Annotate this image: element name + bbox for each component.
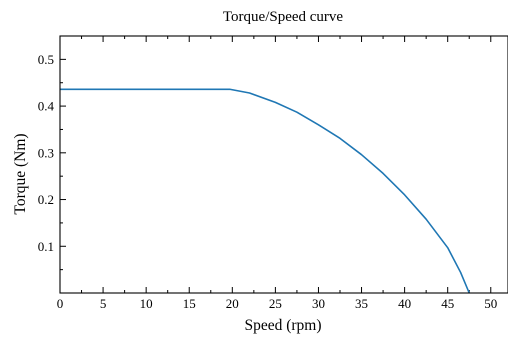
x-tick-label: 15 <box>183 296 196 311</box>
x-tick-label: 20 <box>226 296 239 311</box>
plot-area <box>60 88 470 294</box>
x-tick-label: 45 <box>441 296 454 311</box>
plot-frame <box>59 35 508 294</box>
x-tick-label: 50 <box>484 296 497 311</box>
y-tick-label: 0.4 <box>38 99 55 114</box>
y-tick-label: 0.2 <box>38 192 54 207</box>
x-tick-label: 25 <box>269 296 282 311</box>
axis-ticks: 0 5 10 15 20 25 30 35 40 45 50 0.1 0.2 0.3 0.4 0.5 <box>38 35 497 311</box>
y-tick-label: 0.1 <box>38 239 54 254</box>
x-axis-label: Speed (rpm) <box>244 317 321 334</box>
y-axis-label: Torque (Nm) <box>12 133 29 214</box>
x-tick-label: 10 <box>140 296 153 311</box>
x-tick-label: 35 <box>355 296 368 311</box>
torque-speed-line <box>60 88 470 294</box>
y-tick-label: 0.5 <box>38 52 54 67</box>
x-tick-label: 0 <box>57 296 64 311</box>
y-tick-label: 0.3 <box>38 145 54 160</box>
x-tick-label: 5 <box>100 296 107 311</box>
chart-title: Torque/Speed curve <box>223 9 343 25</box>
x-tick-label: 40 <box>398 296 411 311</box>
x-tick-label: 30 <box>312 296 325 311</box>
